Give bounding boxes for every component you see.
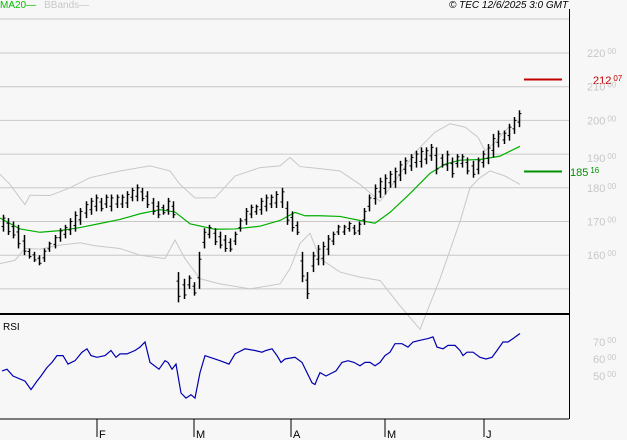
bband-line [0,123,511,206]
price-axis-label: 170 00 [587,216,617,229]
price-axis-label-dec: 00 [607,182,616,191]
price-axis-label-dec: 00 [607,81,616,90]
price-axis-label-int: 180 [587,183,605,195]
rsi-axis-label: 60 00 [593,353,617,366]
rsi-title: RSI [3,322,20,333]
legend-bbands-label: BBands [44,0,80,11]
rsi-axis-label-int: 60 [593,354,605,366]
price-axis-label-int: 220 [587,48,605,60]
legend-ma20-label: MA20 [0,0,27,11]
chart-legend: MA20— BBands— [0,0,89,11]
price-axis-label: 180 00 [587,182,617,195]
rsi-axis-label: 70 00 [593,336,617,349]
month-label: M [387,429,396,440]
price-axis-label-dec: 00 [607,114,616,123]
bollinger-bands [0,123,521,331]
resistance-value-label-dec: 07 [613,74,622,83]
price-axis-label-int: 200 [587,115,605,127]
rsi-axis-label-int: 70 [593,337,605,349]
price-axis-label-dec: 00 [607,216,616,225]
month-label: J [486,429,492,440]
resistance-value-label-int: 212 [593,75,611,87]
month-label: F [99,429,106,440]
ma20-polyline [0,145,521,233]
price-axis-label-int: 160 [587,250,605,262]
price-axis-label: 200 00 [587,114,617,127]
resistance-value-label: 212 07 [593,74,623,87]
ohlc-bars [1,110,522,303]
rsi-line [1,333,521,400]
chart-frame [0,9,570,420]
price-axis-label-int: 190 [587,153,605,165]
legend-bbands-swatch: — [79,0,90,11]
copyright-timestamp: © TEC 12/6/2025 3:0 GMT [449,0,569,11]
price-axis-label: 220 00 [587,47,617,60]
support-value-label-int: 185 [570,167,588,179]
price-axis-label: 160 00 [587,249,617,262]
legend-bbands: BBands— [44,0,89,11]
ma20-line [0,145,521,233]
price-grid [0,18,569,290]
legend-ma20: MA20— [0,0,36,11]
price-axis-label-dec: 00 [607,152,616,161]
rsi-axis-label-int: 50 [593,371,605,383]
price-axis-label-int: 210 [587,82,605,94]
rsi-axis-label-dec: 00 [607,336,616,345]
price-axis-label: 190 00 [587,152,617,165]
rsi-axis-label-dec: 00 [607,353,616,362]
rsi-axis-label-dec: 00 [607,370,616,379]
month-label: A [293,429,301,440]
rsi-axis-label: 50 00 [593,370,617,383]
price-levels: 212 07 185 16 [524,74,623,179]
price-axis-label-dec: 00 [607,47,616,56]
support-value-label: 185 16 [570,166,600,179]
support-value-label-dec: 16 [590,166,599,175]
price-axis-label-dec: 00 [607,249,616,258]
price-axis-label-int: 170 [587,217,605,229]
bband-line [0,170,521,331]
month-label: M [196,429,205,440]
price-axis-label: 210 00 [587,81,617,94]
legend-ma20-swatch: — [26,0,37,11]
